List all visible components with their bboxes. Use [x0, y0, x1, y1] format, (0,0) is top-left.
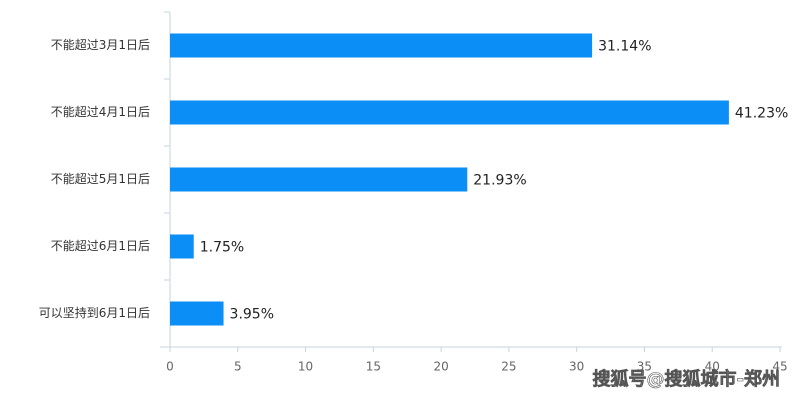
x-tick-label: 35 — [637, 360, 652, 374]
category-label: 不能超过6月1日后 — [51, 238, 150, 253]
bar — [170, 301, 224, 326]
category-label: 可以坚持到6月1日后 — [39, 305, 150, 320]
x-tick-label: 25 — [501, 360, 516, 374]
x-tick-label: 5 — [234, 360, 242, 374]
value-label: 31.14% — [598, 39, 651, 55]
value-label: 41.23% — [735, 106, 788, 122]
value-label: 3.95% — [230, 307, 274, 323]
value-label: 21.93% — [473, 173, 526, 189]
bar — [170, 33, 593, 58]
x-tick-label: 15 — [366, 360, 381, 374]
category-label: 不能超过5月1日后 — [51, 171, 150, 186]
value-label: 1.75% — [200, 240, 244, 256]
x-tick-label: 30 — [569, 360, 584, 374]
bar — [170, 234, 194, 259]
x-tick-label: 10 — [298, 360, 313, 374]
x-tick-label: 45 — [772, 360, 787, 374]
bar — [170, 167, 468, 192]
x-tick-label: 40 — [705, 360, 720, 374]
category-label: 不能超过4月1日后 — [51, 104, 150, 119]
category-label: 不能超过3月1日后 — [51, 37, 150, 52]
bar — [170, 100, 729, 125]
x-tick-label: 20 — [433, 360, 448, 374]
watermark: 搜狐号@搜狐城市-郑州 — [593, 368, 780, 390]
x-tick-label: 0 — [166, 360, 174, 374]
